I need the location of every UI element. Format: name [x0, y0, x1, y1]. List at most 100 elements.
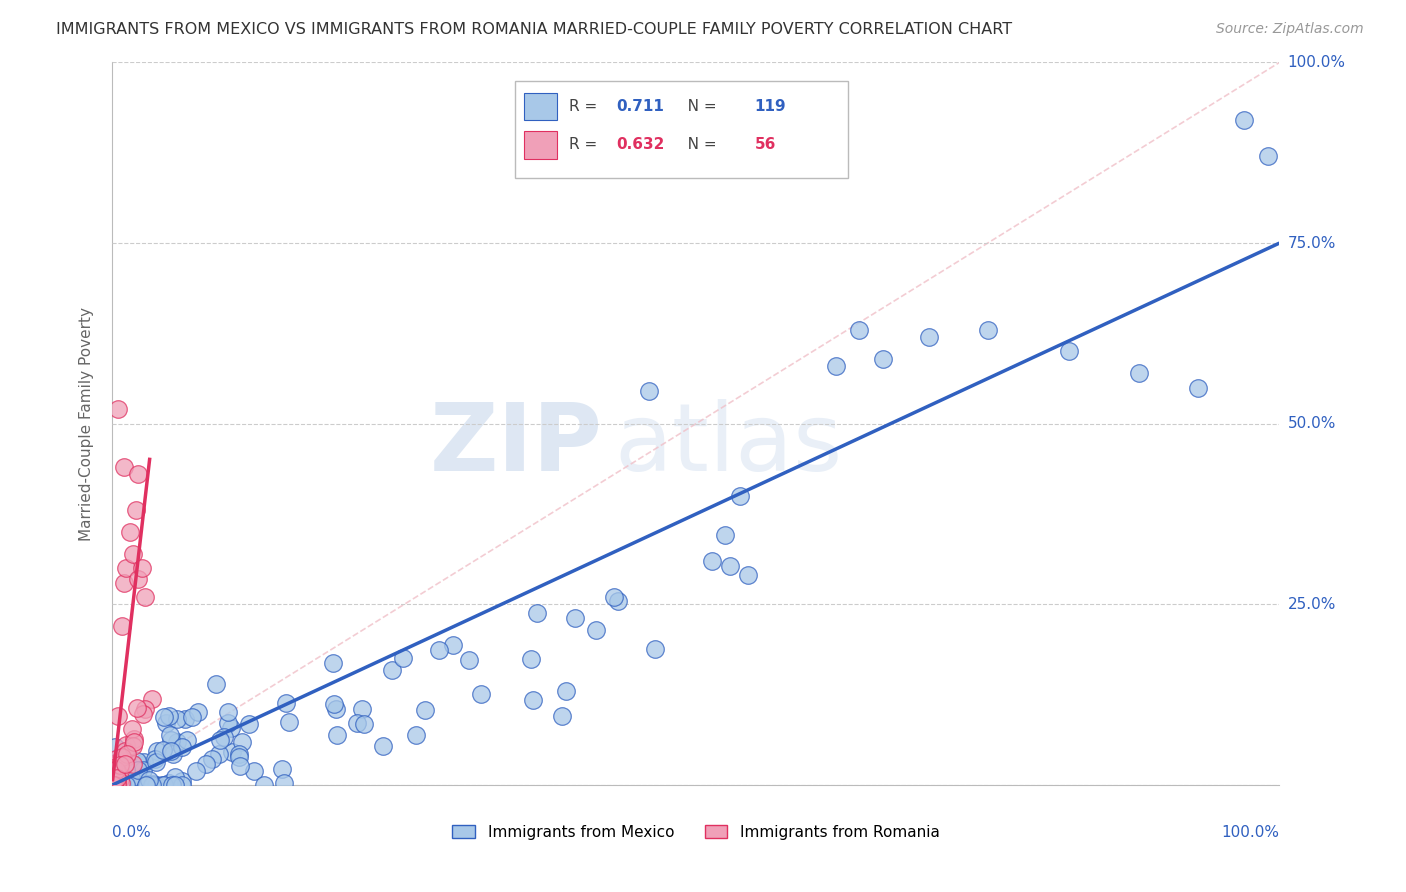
Point [276, 696, 298, 710]
Point [201, 752, 224, 766]
Text: IMMIGRANTS FROM MEXICO VS IMMIGRANTS FROM ROMANIA MARRIED-COUPLE FAMILY POVERTY : IMMIGRANTS FROM MEXICO VS IMMIGRANTS FRO… [56, 22, 1012, 37]
Text: 56: 56 [754, 137, 776, 153]
Point [152, 742, 174, 756]
Point [166, 713, 188, 727]
Point [157, 776, 180, 790]
Point [114, 775, 136, 789]
Point [122, 757, 145, 772]
Text: N =: N = [672, 137, 721, 153]
Point [163, 778, 186, 792]
Point [526, 606, 548, 620]
Point [101, 778, 124, 792]
Point [114, 738, 136, 752]
Point [104, 778, 127, 792]
Point [638, 384, 661, 399]
Point [1233, 113, 1256, 128]
Point [204, 677, 226, 691]
Point [603, 591, 626, 605]
Point [103, 778, 125, 792]
Point [105, 771, 128, 785]
Point [122, 547, 145, 561]
Point [142, 777, 165, 791]
Point [125, 754, 148, 768]
Text: 0.711: 0.711 [617, 99, 665, 114]
Point [253, 778, 276, 792]
FancyBboxPatch shape [524, 131, 557, 159]
Point [127, 700, 149, 714]
Point [187, 705, 209, 719]
Point [108, 753, 131, 767]
Point [114, 749, 136, 764]
Point [110, 777, 132, 791]
Point [143, 752, 166, 766]
Point [103, 778, 125, 792]
Point [105, 778, 128, 792]
Point [392, 651, 415, 665]
Point [1128, 366, 1150, 380]
Point [728, 489, 751, 503]
Point [221, 745, 243, 759]
Point [132, 706, 155, 721]
Point [108, 778, 131, 792]
Point [145, 778, 167, 792]
Text: 0.632: 0.632 [617, 137, 665, 153]
Point [103, 775, 125, 789]
Point [107, 402, 129, 417]
Point [101, 778, 124, 792]
Point [125, 503, 148, 517]
Point [207, 747, 229, 762]
Point [551, 709, 574, 723]
Point [114, 756, 136, 771]
Point [108, 764, 131, 779]
Point [554, 683, 576, 698]
Text: R =: R = [569, 99, 602, 114]
Point [105, 778, 128, 792]
Point [118, 524, 141, 539]
Point [101, 760, 124, 774]
Point [1059, 344, 1081, 359]
Point [108, 772, 131, 786]
Point [186, 764, 208, 779]
Point [212, 730, 235, 744]
Text: Source: ZipAtlas.com: Source: ZipAtlas.com [1216, 22, 1364, 37]
Point [718, 559, 741, 574]
Point [441, 638, 464, 652]
Point [238, 717, 260, 731]
Point [115, 561, 138, 575]
Point [127, 764, 149, 778]
Point [352, 701, 374, 715]
Point [173, 712, 195, 726]
Point [381, 663, 404, 677]
Point [564, 611, 586, 625]
Point [153, 710, 176, 724]
Point [108, 758, 131, 772]
Point [522, 692, 544, 706]
Point [170, 773, 193, 788]
Point [160, 732, 183, 747]
Point [105, 752, 128, 766]
Legend: Immigrants from Mexico, Immigrants from Romania: Immigrants from Mexico, Immigrants from … [446, 819, 946, 846]
Text: R =: R = [569, 137, 602, 153]
Point [122, 735, 145, 749]
Text: atlas: atlas [614, 400, 842, 491]
Point [825, 359, 848, 373]
FancyBboxPatch shape [524, 93, 557, 120]
Point [918, 330, 941, 344]
Point [325, 702, 347, 716]
Point [273, 776, 295, 790]
Point [195, 757, 218, 772]
Point [141, 778, 163, 792]
Point [108, 750, 131, 764]
Point [872, 351, 894, 366]
Point [520, 652, 543, 666]
Point [346, 715, 368, 730]
Text: 100.0%: 100.0% [1222, 825, 1279, 839]
Text: 50.0%: 50.0% [1288, 417, 1336, 431]
Point [353, 717, 375, 731]
Point [104, 739, 127, 754]
Point [103, 774, 125, 789]
Point [105, 772, 128, 786]
Point [373, 739, 395, 753]
Point [322, 656, 344, 670]
Point [228, 759, 250, 773]
